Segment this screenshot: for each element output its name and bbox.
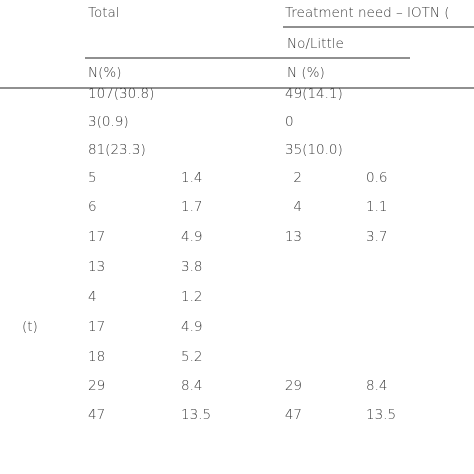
cell: 13: [285, 229, 302, 245]
cell: 47: [88, 407, 105, 423]
cell: 0: [285, 114, 294, 130]
header-n-need: N (%): [287, 65, 325, 81]
table-body: 107(30.8) 49(14.1) 3(0.9) 0 81(23.3) 35(10.0)…: [22, 86, 396, 423]
cell: 3.8: [181, 259, 202, 275]
cell: 4.9: [181, 319, 202, 335]
cell: 6: [88, 199, 97, 215]
cell: 1.7: [181, 199, 202, 215]
header-subgroup: No/Little: [287, 36, 344, 52]
cell: 17: [88, 229, 105, 245]
cell: 1.2: [181, 289, 202, 305]
header-total: Total: [88, 5, 120, 21]
cell: (t): [22, 319, 38, 335]
cell: 13: [88, 259, 105, 275]
cell: 29: [285, 378, 302, 394]
cell: 13.5: [181, 407, 211, 423]
cell: 29: [88, 378, 105, 394]
cell: 81(23.3): [88, 142, 146, 158]
cell: 0.6: [366, 170, 387, 186]
cell: 13.5: [366, 407, 396, 423]
cell: 4.9: [181, 229, 202, 245]
cell: 49(14.1): [285, 86, 343, 102]
cell: 1.4: [181, 170, 202, 186]
cell: 3(0.9): [88, 114, 129, 130]
cell: 2: [293, 170, 302, 186]
cell: 3.7: [366, 229, 387, 245]
cell: 35(10.0): [285, 142, 343, 158]
cell: 8.4: [181, 378, 202, 394]
cell: 5.2: [181, 349, 202, 365]
header-treatment: Treatment need – IOTN (: [285, 5, 450, 21]
cell: 107(30.8): [88, 86, 154, 102]
cell: 4: [88, 289, 97, 305]
cell: 8.4: [366, 378, 387, 394]
header-n-total: N(%): [88, 65, 121, 81]
cell: 5: [88, 170, 97, 186]
cell: 47: [285, 407, 302, 423]
cell: 18: [88, 349, 105, 365]
cell: 17: [88, 319, 105, 335]
cell: 1.1: [366, 199, 387, 215]
cell: 4: [293, 199, 302, 215]
